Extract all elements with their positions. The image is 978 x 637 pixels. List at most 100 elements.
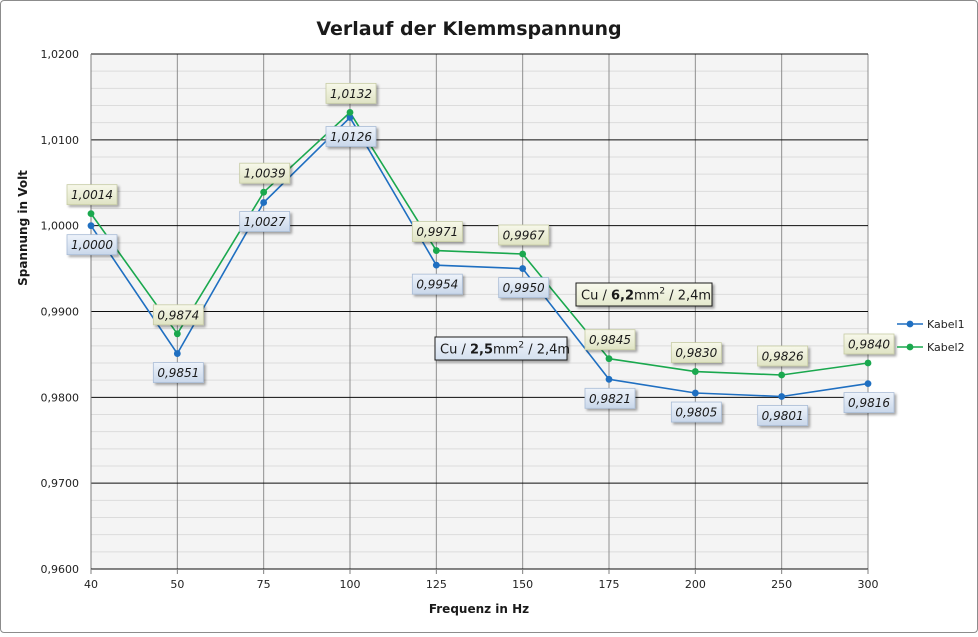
data-label-box	[152, 304, 204, 326]
data-label-box	[843, 392, 895, 414]
data-point	[260, 199, 268, 206]
annotation-suffix: / 2,4m	[665, 289, 711, 304]
data-label-box	[66, 184, 118, 206]
data-label: 0,9801	[762, 409, 804, 423]
y-tick-label: 0,9800	[41, 391, 80, 404]
x-tick-label: 40	[84, 578, 98, 591]
data-label-box	[239, 162, 291, 184]
annotation-suffix: / 2,4m	[524, 343, 570, 358]
legend-entry-kabel2: Kabel2	[927, 341, 965, 354]
data-label: 0,9967	[503, 228, 545, 242]
data-point	[778, 371, 786, 379]
legend: Kabel1 Kabel2	[897, 318, 965, 354]
x-tick-label: 75	[257, 578, 271, 591]
y-tick-labels: 0,9600 0,9700 0,9800 0,9900 1,0000 1,0100 1,02…	[41, 48, 80, 576]
data-label: 0,9950	[503, 281, 545, 295]
legend-marker-kabel1	[906, 320, 914, 328]
data-point	[432, 261, 440, 269]
annotation-unit: mm	[493, 343, 518, 358]
data-label: 0,9821	[589, 392, 631, 406]
data-label: 1,0000	[71, 238, 113, 252]
data-point	[173, 330, 181, 338]
data-point	[346, 108, 354, 116]
legend-entry-kabel1: Kabel1	[927, 318, 965, 331]
data-label-box	[670, 401, 722, 423]
data-label-box	[152, 362, 204, 383]
data-label: 1,0027	[244, 215, 286, 229]
data-label: 0,9971	[416, 225, 458, 239]
data-label-box	[843, 333, 895, 355]
data-point	[605, 355, 613, 363]
data-label: 1,0039	[244, 167, 286, 181]
cable-annotation-box	[575, 282, 713, 307]
data-labels-layer: 1,0000 0,9851 1,0027 1,0126 0,9954 0,9950 0,98…	[66, 82, 895, 426]
y-tick-label: 0,9600	[41, 563, 80, 576]
data-label-box	[584, 387, 636, 409]
data-label-box	[325, 82, 377, 104]
data-label: 0,9805	[675, 406, 717, 420]
data-label-box	[325, 126, 377, 147]
x-tick-label: 300	[858, 578, 879, 591]
y-tick-label: 0,9900	[41, 306, 80, 319]
data-point	[87, 210, 95, 218]
data-label: 1,0014	[71, 188, 113, 202]
annotation-unit: mm	[634, 289, 659, 304]
data-point	[87, 222, 95, 230]
data-label: 0,9851	[157, 366, 199, 380]
series-line-kabel2	[90, 111, 869, 376]
y-tick-label: 1,0200	[41, 48, 80, 61]
data-point	[173, 350, 181, 357]
x-tick-label: 200	[685, 578, 706, 591]
data-point	[864, 380, 872, 387]
data-label-box	[411, 273, 463, 295]
data-point	[864, 359, 872, 367]
y-axis-title: Spannung in Volt	[16, 170, 30, 286]
y-tick-label: 1,0000	[41, 220, 80, 233]
series-layer	[87, 108, 872, 400]
x-tick-label: 175	[599, 578, 620, 591]
axes	[90, 54, 869, 574]
data-label: 1,0132	[330, 87, 372, 101]
data-label-box	[757, 345, 809, 367]
data-point	[691, 368, 699, 375]
data-label-box	[498, 224, 550, 246]
annotation-prefix: Cu /	[581, 289, 611, 304]
data-point	[519, 250, 527, 258]
data-label-box	[757, 405, 809, 426]
data-label-box	[411, 221, 463, 242]
x-tick-label: 100	[340, 578, 361, 591]
cable-annotation-text: Cu / 2,5mm2 / 2,4m	[440, 341, 570, 358]
data-label: 0,9954	[416, 278, 458, 292]
x-tick-label: 250	[771, 578, 792, 591]
data-point	[260, 188, 268, 196]
data-label-box	[239, 211, 291, 232]
data-point	[346, 114, 354, 121]
y-tick-label: 0,9700	[41, 477, 80, 490]
x-tick-labels: 40 50 75 100 125 150 175 200 250 300	[84, 578, 879, 591]
x-tick-label: 150	[512, 578, 533, 591]
data-point	[432, 247, 440, 254]
data-label: 0,9874	[157, 308, 199, 322]
data-label-box	[498, 277, 550, 298]
x-tick-label: 50	[170, 578, 184, 591]
data-point	[519, 265, 527, 272]
data-label-box	[66, 234, 118, 256]
data-label: 0,9816	[848, 396, 890, 410]
data-label-box	[670, 342, 722, 363]
annotation-prefix: Cu /	[440, 343, 470, 358]
data-label: 0,9845	[589, 333, 631, 347]
data-point	[605, 375, 613, 383]
chart-title: Verlauf der Klemmspannung	[316, 18, 621, 40]
data-label: 0,9830	[675, 346, 717, 360]
data-label: 0,9826	[762, 350, 804, 364]
data-label-box	[584, 329, 636, 351]
data-label: 0,9840	[848, 338, 890, 352]
cable-annotation-box	[434, 336, 568, 361]
series-line-kabel1	[90, 116, 869, 398]
x-tick-label: 125	[426, 578, 447, 591]
annotation-cross-section: 2,5	[470, 343, 493, 358]
data-point	[691, 389, 699, 397]
